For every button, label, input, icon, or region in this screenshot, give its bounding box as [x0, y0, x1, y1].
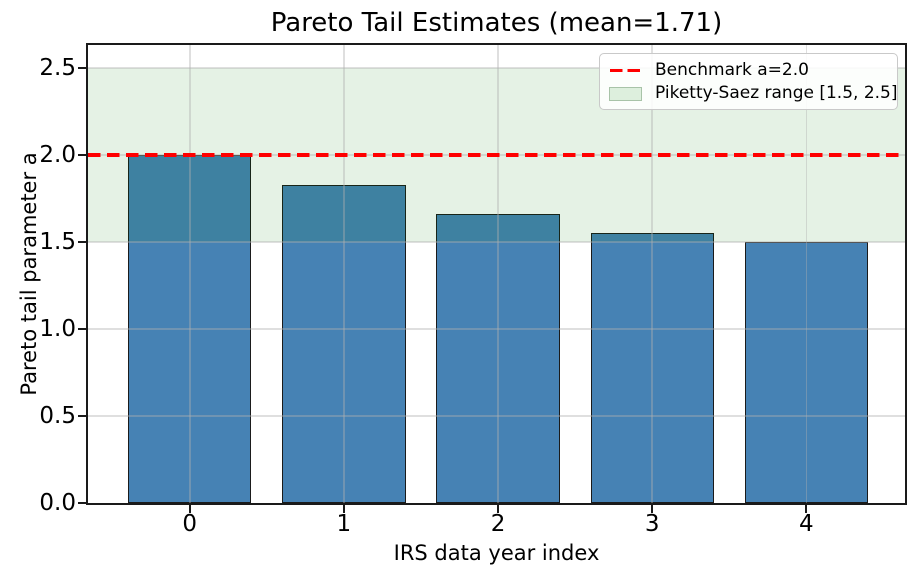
x-tick-mark [342, 505, 345, 513]
x-tick-label: 4 [799, 511, 814, 537]
green-band-patch-icon [608, 86, 642, 101]
x-tick-mark [188, 505, 191, 513]
x-tick-label: 1 [336, 511, 352, 537]
y-tick-label: 1.0 [39, 315, 76, 342]
benchmark-line [88, 153, 905, 157]
y-tick-mark [78, 502, 86, 504]
plot-area [86, 43, 907, 505]
legend-item-benchmark: Benchmark a=2.0 [608, 59, 889, 82]
x-tick-label: 0 [182, 511, 198, 537]
horizontal-gridline [88, 67, 905, 69]
y-tick-label: 0.5 [39, 402, 76, 429]
y-tick-mark [78, 240, 86, 243]
y-tick-mark [78, 327, 86, 330]
bar-year-2 [436, 214, 560, 503]
legend: Benchmark a=2.0 Piketty-Saez range [1.5,… [599, 53, 898, 110]
red-dashed-line-icon [608, 68, 642, 73]
x-axis-label: IRS data year index [393, 541, 600, 565]
legend-item-piketty-saez-range: Piketty-Saez range [1.5, 2.5] [608, 82, 898, 105]
vertical-gridline [805, 45, 808, 503]
x-tick-label: 2 [490, 511, 506, 537]
vertical-gridline [651, 45, 653, 503]
y-axis-label: Pareto tail parameter a [17, 152, 41, 396]
horizontal-gridline [88, 328, 905, 330]
y-tick-mark [78, 414, 86, 417]
y-tick-mark [78, 66, 86, 69]
chart-title: Pareto Tail Estimates (mean=1.71) [270, 8, 723, 38]
y-tick-mark [78, 153, 86, 156]
bar-year-0 [128, 154, 252, 503]
legend-label: Benchmark a=2.0 [655, 60, 809, 80]
x-tick-mark [805, 505, 808, 513]
vertical-gridline [188, 45, 191, 503]
legend-label: Piketty-Saez range [1.5, 2.5] [655, 83, 898, 103]
plot-clip-region [88, 45, 905, 503]
x-tick-mark [651, 505, 654, 513]
vertical-gridline [497, 45, 499, 503]
x-tick-mark [497, 505, 500, 513]
y-tick-label: 1.5 [39, 228, 76, 255]
bar-year-4 [744, 241, 868, 503]
y-tick-label: 2.5 [39, 54, 76, 81]
bar-year-3 [590, 233, 714, 503]
y-tick-label: 0.0 [39, 490, 76, 516]
y-tick-label: 2.0 [39, 141, 76, 168]
bar-year-1 [282, 184, 406, 503]
x-tick-label: 3 [644, 511, 660, 537]
horizontal-gridline [88, 241, 905, 243]
horizontal-gridline [88, 415, 905, 417]
vertical-gridline [343, 45, 345, 503]
